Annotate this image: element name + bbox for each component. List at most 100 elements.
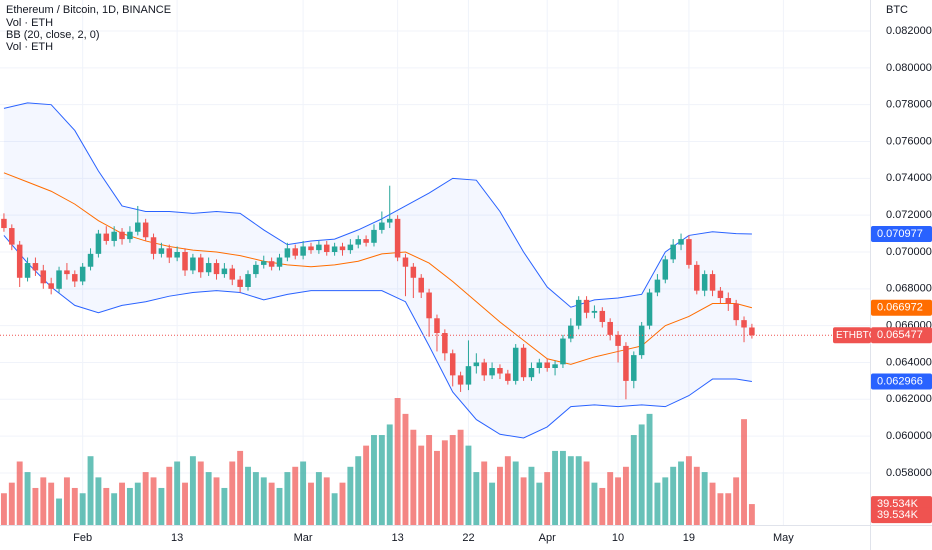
volume-bar <box>567 456 574 525</box>
last-price-tag: 0.065477 <box>877 329 923 341</box>
symbol-tag: ETHBTC <box>836 330 876 341</box>
candle-body <box>24 263 31 278</box>
volume-bar <box>733 477 740 525</box>
volume-bar <box>528 466 535 525</box>
volume-bar <box>418 445 425 525</box>
volume-bar <box>95 477 102 525</box>
candle-body <box>16 244 23 278</box>
volume-bar <box>741 419 747 525</box>
volume-bar <box>182 482 188 525</box>
volume-bar <box>363 445 370 525</box>
y-tick-label: 0.060000 <box>886 430 932 442</box>
volume-bar <box>473 472 480 525</box>
volume-bar <box>630 435 637 525</box>
volume-bar <box>189 456 196 525</box>
candle-body <box>442 333 448 354</box>
volume-bar <box>308 482 314 525</box>
volume-bar <box>489 482 496 525</box>
bb-lower-tag-bg <box>871 373 932 390</box>
volume-bar <box>575 456 582 525</box>
candle-body <box>339 246 346 251</box>
candle-body <box>158 248 165 254</box>
bb-upper-tag-bg <box>871 226 932 243</box>
volume-bar <box>615 477 622 525</box>
x-tick-label: Feb <box>73 532 92 544</box>
x-tick-label: May <box>773 532 794 544</box>
candle-body <box>150 237 157 254</box>
candle-body <box>575 299 582 326</box>
candle-body <box>355 239 361 245</box>
x-tick-label: Apr <box>539 532 556 544</box>
volume-bar <box>8 482 15 525</box>
x-tick-label: 19 <box>683 532 695 544</box>
candle-body <box>9 228 15 245</box>
volume-bar <box>237 450 244 525</box>
volume-bar <box>205 472 212 525</box>
volume-bar <box>24 472 31 525</box>
x-tick-label: 10 <box>612 532 624 544</box>
volume-bar <box>331 493 338 525</box>
volume-bar <box>481 461 488 525</box>
volume-bar <box>544 472 551 525</box>
candle-body <box>615 334 621 346</box>
candle-body <box>662 259 669 280</box>
candle-body <box>560 338 566 365</box>
candle-body <box>489 368 495 376</box>
volume-bar <box>268 482 275 525</box>
candle-body <box>379 222 385 230</box>
candle-body <box>678 239 684 245</box>
volume-bar <box>126 487 133 525</box>
volume-bar <box>276 487 283 525</box>
candle-body <box>386 218 393 223</box>
candle-body <box>741 320 747 328</box>
candle-body <box>457 375 464 385</box>
candle-body <box>213 263 220 275</box>
candle-body <box>103 233 110 241</box>
candle-body <box>449 353 456 376</box>
y-tick-label: 0.076000 <box>886 135 932 147</box>
x-tick-label: Mar <box>294 532 313 544</box>
candle-body <box>473 362 480 367</box>
candle-body <box>749 327 755 336</box>
y-tick-label: 0.080000 <box>886 62 932 74</box>
volume-bar <box>748 504 755 525</box>
candle-body <box>127 231 133 240</box>
axis-unit: BTC <box>886 4 908 16</box>
candle-body <box>221 268 228 275</box>
candle-body <box>72 274 78 282</box>
volume-bar <box>323 477 330 525</box>
candle-body <box>64 270 70 275</box>
candle-body <box>544 362 550 369</box>
volume-bar <box>449 435 456 525</box>
volume-bar <box>725 493 732 525</box>
y-tick-label: 0.078000 <box>886 99 932 111</box>
volume-bar <box>300 461 307 525</box>
candle-body <box>402 257 409 267</box>
volume-bar <box>434 450 440 525</box>
candle-body <box>426 292 432 319</box>
volume-bar <box>607 472 614 525</box>
volume-bar <box>111 493 118 525</box>
volume-bar <box>559 450 566 525</box>
candle-body <box>394 218 401 258</box>
symbol-tag-bg <box>833 327 871 344</box>
candle-body <box>733 303 739 321</box>
volume-bar <box>339 482 346 525</box>
volume-bar <box>252 472 259 525</box>
candle-body <box>48 283 54 289</box>
x-tick-label: 13 <box>171 532 183 544</box>
candle-body <box>465 366 472 385</box>
volume-bar <box>284 472 291 525</box>
volume-bar <box>371 435 377 525</box>
candle-body <box>111 231 117 241</box>
volume-bar <box>315 472 322 525</box>
legend-entry: BB (20, close, 2, 0) <box>6 29 100 41</box>
volume-bar <box>402 413 409 525</box>
candle-body <box>505 373 511 381</box>
candle-body <box>40 270 47 284</box>
volume-bar <box>394 398 401 525</box>
candle-body <box>323 244 330 252</box>
volume-bar <box>426 435 433 525</box>
candle-body <box>568 325 574 339</box>
candle-body <box>434 318 440 334</box>
